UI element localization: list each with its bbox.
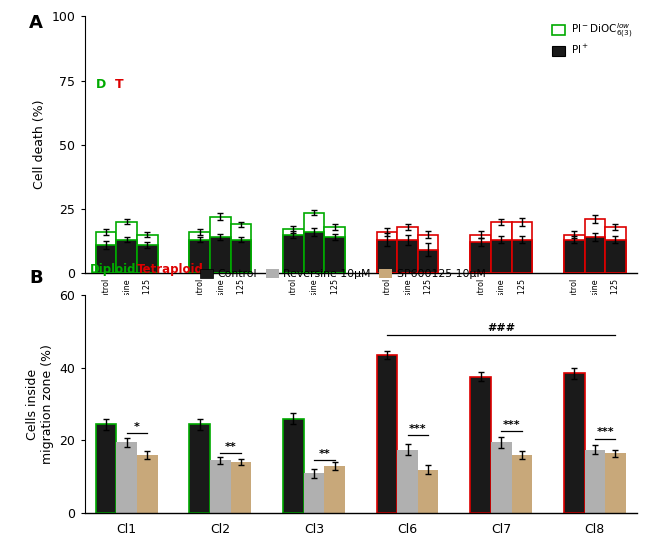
- Legend: PI$^-$DiOC$_{6(3)}^{low}$, PI$^+$: PI$^-$DiOC$_{6(3)}^{low}$, PI$^+$: [552, 22, 632, 56]
- Bar: [397, 227, 418, 273]
- Text: SP600125: SP600125: [517, 278, 526, 318]
- Text: Control: Control: [195, 278, 204, 307]
- Bar: [283, 229, 304, 273]
- Bar: [418, 470, 439, 513]
- Bar: [210, 217, 231, 273]
- Bar: [137, 455, 157, 513]
- Y-axis label: Cells inside
migration zone (%): Cells inside migration zone (%): [26, 344, 54, 464]
- Text: ***: ***: [596, 427, 614, 437]
- Bar: [137, 245, 157, 273]
- Text: *: *: [134, 422, 140, 432]
- Bar: [605, 227, 626, 273]
- Bar: [397, 449, 418, 513]
- Text: Control: Control: [289, 278, 298, 307]
- Text: ###: ###: [487, 323, 515, 333]
- Bar: [324, 237, 345, 273]
- Bar: [189, 232, 210, 273]
- Bar: [116, 240, 137, 273]
- Bar: [564, 373, 584, 513]
- Bar: [491, 240, 512, 273]
- Bar: [605, 453, 626, 513]
- Text: D: D: [96, 78, 106, 91]
- Bar: [564, 235, 584, 273]
- Text: ***: ***: [409, 424, 426, 434]
- Text: Reversine: Reversine: [590, 278, 599, 318]
- Text: SP600125: SP600125: [611, 278, 620, 318]
- Bar: [116, 222, 137, 273]
- Text: SP600125: SP600125: [143, 278, 151, 318]
- Bar: [304, 232, 324, 273]
- Text: SP600125: SP600125: [330, 278, 339, 318]
- Bar: [491, 222, 512, 273]
- Bar: [137, 235, 157, 273]
- Bar: [471, 235, 491, 273]
- Bar: [231, 462, 251, 513]
- Bar: [418, 235, 439, 273]
- Bar: [283, 419, 304, 513]
- Text: ***: ***: [502, 420, 521, 430]
- Text: Diploid: Diploid: [90, 263, 136, 276]
- Bar: [96, 232, 116, 273]
- Bar: [116, 442, 137, 513]
- Bar: [471, 242, 491, 273]
- Bar: [512, 455, 532, 513]
- Bar: [189, 424, 210, 513]
- Text: **: **: [318, 449, 330, 459]
- Bar: [231, 224, 251, 273]
- Y-axis label: Cell death (%): Cell death (%): [33, 100, 46, 189]
- Bar: [605, 240, 626, 273]
- Text: Reversine: Reversine: [216, 278, 225, 318]
- Bar: [304, 473, 324, 513]
- Text: Tetraploid: Tetraploid: [137, 263, 204, 276]
- Bar: [210, 237, 231, 273]
- Bar: [491, 442, 512, 513]
- Text: A: A: [29, 14, 43, 32]
- Bar: [324, 466, 345, 513]
- Text: Control: Control: [476, 278, 485, 307]
- Bar: [304, 213, 324, 273]
- Bar: [397, 240, 418, 273]
- Text: Reversine: Reversine: [309, 278, 318, 318]
- Bar: [210, 460, 231, 513]
- Text: Reversine: Reversine: [403, 278, 412, 318]
- Text: Control: Control: [382, 278, 391, 307]
- Text: SP600125: SP600125: [237, 278, 246, 318]
- Bar: [189, 240, 210, 273]
- Text: B: B: [29, 269, 43, 287]
- Bar: [512, 240, 532, 273]
- Bar: [512, 222, 532, 273]
- Bar: [96, 245, 116, 273]
- Bar: [471, 377, 491, 513]
- Bar: [231, 240, 251, 273]
- Text: Reversine: Reversine: [122, 278, 131, 318]
- Bar: [96, 424, 116, 513]
- Bar: [324, 227, 345, 273]
- Bar: [376, 355, 397, 513]
- Legend: Control, Reversine 10μM, SP600125 10μM: Control, Reversine 10μM, SP600125 10μM: [200, 269, 486, 279]
- Bar: [584, 237, 605, 273]
- Text: T: T: [115, 78, 124, 91]
- Text: SP600125: SP600125: [424, 278, 433, 318]
- Bar: [418, 250, 439, 273]
- Bar: [376, 232, 397, 273]
- Bar: [584, 219, 605, 273]
- Text: Reversine: Reversine: [497, 278, 506, 318]
- Text: **: **: [225, 442, 237, 452]
- Bar: [376, 240, 397, 273]
- Text: Control: Control: [570, 278, 578, 307]
- Bar: [584, 449, 605, 513]
- Text: Control: Control: [101, 278, 111, 307]
- Bar: [283, 235, 304, 273]
- Bar: [564, 240, 584, 273]
